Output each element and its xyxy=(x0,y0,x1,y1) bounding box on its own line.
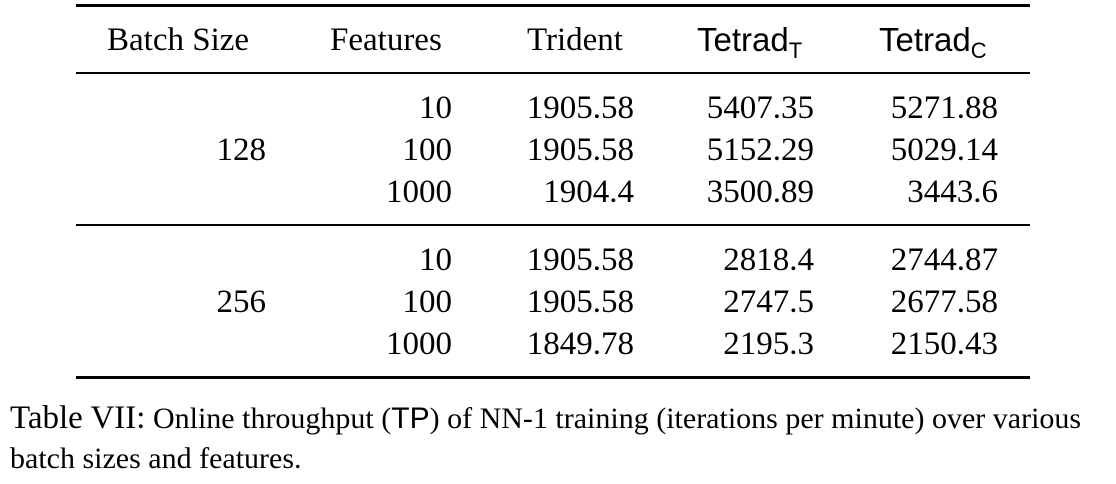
features-cell: 100 xyxy=(402,284,453,320)
tetrad-t-cell: 5407.35 xyxy=(706,90,814,126)
top-rule xyxy=(76,4,1030,7)
caption-abbr: TP xyxy=(391,402,430,435)
tetrad-c-cell: 5029.14 xyxy=(890,132,998,168)
features-cell: 10 xyxy=(419,90,452,126)
bottom-rule xyxy=(76,376,1030,379)
tetrad-t-cell: 2195.3 xyxy=(723,326,814,362)
features-cell: 1000 xyxy=(386,174,452,210)
header-trident: Trident xyxy=(527,22,623,58)
trident-cell: 1904.4 xyxy=(543,174,634,210)
caption-label: Table VII: xyxy=(10,400,146,436)
header-batch-size: Batch Size xyxy=(107,22,250,58)
batch-size-cell: 128 xyxy=(216,132,267,168)
table-caption: Table VII: Online throughput (TP) of NN-… xyxy=(10,398,1110,479)
trident-cell: 1849.78 xyxy=(526,326,634,362)
features-cell: 100 xyxy=(402,132,453,168)
caption-text-post: ) of NN-1 training (iterations per minut… xyxy=(10,402,1082,475)
tetrad-t-cell: 5152.29 xyxy=(706,132,814,168)
trident-cell: 1905.58 xyxy=(526,284,634,320)
header-tetrad-t: TetradT xyxy=(697,21,803,63)
group-divider-rule xyxy=(76,224,1030,226)
tetrad-c-cell: 5271.88 xyxy=(890,90,998,126)
trident-cell: 1905.58 xyxy=(526,90,634,126)
tetrad-t-cell: 3500.89 xyxy=(706,174,814,210)
batch-size-cell: 256 xyxy=(216,284,267,320)
tetrad-c-cell: 2677.58 xyxy=(890,284,998,320)
features-cell: 1000 xyxy=(386,326,452,362)
tetrad-c-cell: 2744.87 xyxy=(890,242,998,278)
tetrad-t-cell: 2818.4 xyxy=(723,242,814,278)
header-tetrad-c: TetradC xyxy=(879,21,987,63)
caption-text-pre: Online throughput ( xyxy=(145,402,392,435)
trident-cell: 1905.58 xyxy=(526,132,634,168)
tetrad-c-cell: 3443.6 xyxy=(907,174,998,210)
trident-cell: 1905.58 xyxy=(526,242,634,278)
features-cell: 10 xyxy=(419,242,452,278)
tetrad-t-cell: 2747.5 xyxy=(723,284,814,320)
header-rule xyxy=(76,72,1030,74)
tetrad-c-cell: 2150.43 xyxy=(890,326,998,362)
header-features: Features xyxy=(330,22,442,58)
